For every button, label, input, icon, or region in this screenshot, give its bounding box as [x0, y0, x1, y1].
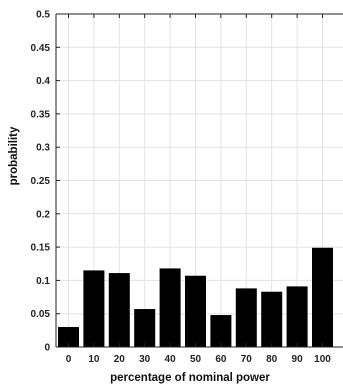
y-tick-label: 0.2: [36, 209, 50, 220]
bar-60: [210, 315, 232, 347]
bar-80: [261, 291, 283, 347]
bar-30: [134, 309, 156, 347]
y-tick-labels: 0 0.05 0.1 0.15 0.2 0.25 0.3 0.35 0.4 0.45 0.5: [31, 10, 51, 354]
x-tick-label: 20: [114, 354, 126, 365]
bar-40: [159, 268, 181, 347]
y-tick-label: 0.5: [36, 10, 50, 21]
x-axis-label: percentage of nominal power: [110, 372, 270, 384]
x-tick-label: 0: [66, 354, 72, 365]
y-tick-label: 0.1: [36, 276, 50, 287]
bar-90: [286, 286, 308, 347]
x-tick-label: 60: [215, 354, 227, 365]
x-tick-label: 70: [241, 354, 253, 365]
x-tick-label: 10: [88, 354, 100, 365]
x-tick-labels: 0 10 20 30 40 50 60 70 80 90 100: [66, 354, 332, 365]
y-tick-label: 0.05: [31, 309, 51, 320]
bar-70: [235, 288, 257, 347]
y-tick-label: 0: [44, 343, 50, 354]
bar-10: [83, 270, 105, 347]
y-tick-label: 0.45: [31, 43, 51, 54]
x-tick-label: 40: [165, 354, 177, 365]
y-axis-label: probability: [8, 126, 20, 185]
bars: [58, 247, 333, 347]
bar-50: [185, 275, 206, 347]
bar-100: [312, 247, 333, 347]
y-tick-label: 0.3: [36, 143, 50, 154]
x-tick-label: 90: [292, 354, 304, 365]
axes: [55, 13, 343, 348]
y-tick-label: 0.15: [31, 243, 51, 254]
bar-0: [58, 327, 79, 347]
bar-20: [108, 273, 130, 347]
y-tick-label: 0.4: [36, 76, 50, 87]
x-tick-label: 100: [314, 354, 331, 365]
x-tick-label: 30: [139, 354, 151, 365]
y-tick-label: 0.25: [31, 176, 51, 187]
y-tick-label: 0.35: [31, 109, 51, 120]
x-tick-label: 80: [266, 354, 278, 365]
x-tick-label: 50: [190, 354, 202, 365]
